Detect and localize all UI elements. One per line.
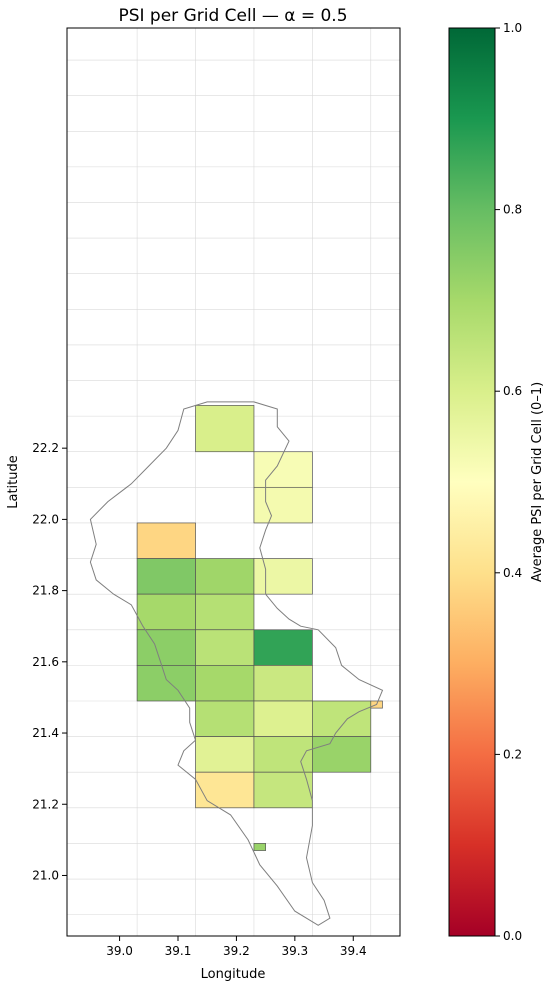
grid-cell — [195, 593, 255, 631]
colorbar-tick-label: 0.6 — [503, 384, 522, 398]
colorbar-ticks: 0.0 0.2 0.4 0.6 0.8 1.0 — [495, 21, 522, 943]
grid-cell — [253, 700, 313, 737]
colorbar-tick-label: 0.4 — [503, 566, 522, 580]
plot-frame — [66, 27, 401, 937]
grid-cell — [136, 629, 196, 666]
grid-cell — [253, 486, 313, 524]
grid-cell — [195, 665, 255, 702]
grid-cell — [195, 771, 255, 809]
chart-title: PSI per Grid Cell — α = 0.5 — [118, 6, 347, 26]
grid-cells — [136, 405, 383, 851]
colorbar-label: Average PSI per Grid Cell (0–1) — [530, 382, 545, 582]
y-axis-ticks: 21.0 21.2 21.4 21.6 21.8 22.0 22.2 — [32, 441, 67, 882]
coastline-path — [89, 401, 384, 926]
grid-cell — [195, 558, 255, 595]
grid-cell — [253, 558, 313, 595]
grid-cell — [312, 736, 372, 773]
colorbar-tick-label: 0.0 — [503, 929, 522, 943]
x-tick-label: 39.4 — [340, 944, 367, 958]
grid-cell — [136, 558, 196, 595]
colorbar-tick-label: 1.0 — [503, 21, 522, 35]
grid-cell — [136, 522, 196, 559]
y-tick-label: 21.2 — [32, 797, 59, 811]
y-tick-label: 22.2 — [32, 441, 59, 455]
y-tick-label: 21.4 — [32, 726, 59, 740]
colorbar — [448, 27, 496, 937]
grid-cell — [253, 451, 313, 488]
grid-cell — [136, 665, 196, 702]
y-tick-label: 22.0 — [32, 512, 59, 526]
coastline — [89, 401, 384, 926]
grid-cell — [312, 700, 372, 737]
y-tick-label: 21.0 — [32, 868, 59, 882]
x-tick-label: 39.1 — [165, 944, 192, 958]
x-tick-label: 39.0 — [106, 944, 133, 958]
x-axis-label: Longitude — [201, 967, 266, 982]
colorbar-tick-label: 0.2 — [503, 747, 522, 761]
x-tick-label: 39.3 — [281, 944, 308, 958]
y-tick-label: 21.8 — [32, 584, 59, 598]
grid-cell — [195, 700, 255, 737]
grid-cell — [253, 629, 313, 666]
grid-cell — [195, 736, 255, 773]
grid-cell — [253, 736, 313, 773]
x-axis-ticks: 39.0 39.1 39.2 39.3 39.4 — [106, 936, 367, 958]
colorbar-tick-label: 0.8 — [503, 203, 522, 217]
grid-cell — [253, 771, 313, 809]
grid-cell — [253, 843, 266, 851]
grid-cell — [195, 405, 255, 453]
y-tick-label: 21.6 — [32, 655, 59, 669]
grid-cell — [253, 665, 313, 702]
grid-cell — [195, 629, 255, 666]
y-axis-label: Latitude — [6, 455, 21, 509]
grid-cell — [136, 593, 196, 631]
x-tick-label: 39.2 — [223, 944, 250, 958]
